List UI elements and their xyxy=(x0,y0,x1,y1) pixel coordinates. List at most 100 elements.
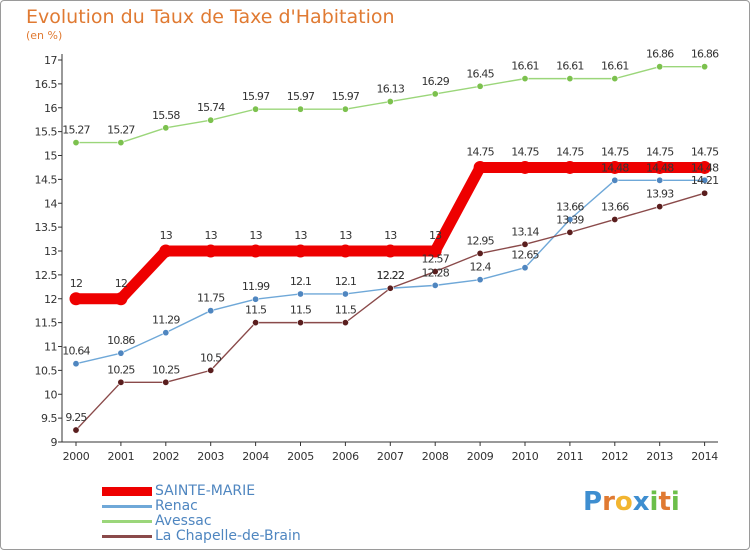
data-point xyxy=(656,63,664,71)
y-tick-label: 16 xyxy=(44,102,57,115)
logo-letter: t xyxy=(658,487,671,517)
legend-swatch xyxy=(102,487,152,496)
data-point xyxy=(162,378,170,386)
data-point xyxy=(656,203,664,211)
data-label: 15.27 xyxy=(107,124,135,137)
y-tick-label: 10 xyxy=(44,388,57,401)
data-point xyxy=(162,329,170,337)
data-label: 16.61 xyxy=(511,60,539,73)
y-axis-unit-label: (en %) xyxy=(26,29,63,42)
x-tick-label: 2002 xyxy=(152,450,179,463)
data-point xyxy=(428,244,442,258)
proxiti-logo: Proxiti xyxy=(583,487,680,517)
data-label: 13 xyxy=(429,229,442,242)
data-label: 12.22 xyxy=(377,269,405,282)
data-point xyxy=(386,98,394,106)
data-label: 11.99 xyxy=(242,280,270,293)
data-point xyxy=(611,176,619,184)
data-point xyxy=(252,319,260,327)
y-tick-label: 10.5 xyxy=(35,364,58,377)
data-point xyxy=(521,75,529,83)
data-point xyxy=(207,116,215,124)
data-label: 15.74 xyxy=(197,101,225,114)
data-label: 13 xyxy=(339,229,352,242)
y-tick-label: 12 xyxy=(44,293,57,306)
data-label: 13.14 xyxy=(511,225,539,238)
data-point xyxy=(207,366,215,374)
data-point xyxy=(521,240,529,248)
data-point xyxy=(563,160,577,174)
data-label: 10.25 xyxy=(152,363,180,376)
x-tick-label: 2005 xyxy=(287,450,314,463)
y-tick-label: 15 xyxy=(44,150,57,163)
x-tick-label: 2012 xyxy=(601,450,628,463)
data-label: 14.48 xyxy=(646,161,674,174)
data-label: 14.48 xyxy=(691,161,719,174)
data-point xyxy=(204,244,218,258)
data-label: 16.13 xyxy=(377,83,405,96)
data-label: 13 xyxy=(384,229,397,242)
data-point xyxy=(341,319,349,327)
data-point xyxy=(117,139,125,147)
legend-label: La Chapelle-de-Brain xyxy=(155,528,301,544)
data-point xyxy=(162,124,170,132)
data-label: 16.61 xyxy=(556,60,584,73)
data-label: 10.25 xyxy=(107,363,135,376)
data-point xyxy=(252,105,260,113)
data-point xyxy=(566,75,574,83)
data-point xyxy=(566,228,574,236)
data-label: 13 xyxy=(160,229,173,242)
legend-label: SAINTE-MARIE xyxy=(155,483,256,499)
data-label: 14.75 xyxy=(511,145,539,158)
y-tick-label: 13.5 xyxy=(35,221,58,234)
data-label: 12.65 xyxy=(511,249,539,262)
y-tick-label: 11 xyxy=(44,341,57,354)
data-label: 11.5 xyxy=(335,304,357,317)
data-point xyxy=(431,90,439,98)
x-tick-label: 2014 xyxy=(691,450,718,463)
data-label: 14.75 xyxy=(556,145,584,158)
data-label: 16.45 xyxy=(466,67,494,80)
data-label: 11.75 xyxy=(197,292,225,305)
data-point xyxy=(249,244,263,258)
data-label: 14.21 xyxy=(691,174,719,187)
data-point xyxy=(611,215,619,223)
x-tick-label: 2010 xyxy=(512,450,539,463)
data-point xyxy=(117,349,125,357)
data-point xyxy=(518,160,532,174)
data-label: 13 xyxy=(249,229,262,242)
data-point xyxy=(386,284,394,292)
data-point xyxy=(72,426,80,434)
data-label: 15.58 xyxy=(152,109,180,122)
data-label: 9.25 xyxy=(65,411,87,424)
legend-swatch xyxy=(102,520,152,523)
data-label: 11.5 xyxy=(290,304,312,317)
data-label: 13.66 xyxy=(601,200,629,213)
data-label: 14.48 xyxy=(601,161,629,174)
data-point xyxy=(294,244,307,258)
y-tick-label: 14.5 xyxy=(35,173,58,186)
data-point xyxy=(656,176,664,184)
y-tick-label: 9.5 xyxy=(41,412,57,425)
legend-label: Renac xyxy=(155,498,198,514)
data-point xyxy=(608,160,622,174)
y-tick-label: 11.5 xyxy=(35,317,58,330)
data-point xyxy=(114,292,128,306)
data-point xyxy=(566,215,574,223)
x-tick-label: 2003 xyxy=(197,450,224,463)
legend-item: SAINTE-MARIE xyxy=(102,484,301,499)
logo-letter: o xyxy=(614,487,633,517)
y-tick-label: 13 xyxy=(44,245,57,258)
data-point xyxy=(431,281,439,289)
legend-swatch xyxy=(102,535,152,538)
legend-label: Avessac xyxy=(155,513,212,529)
data-label: 10.86 xyxy=(107,334,135,347)
data-label: 14.75 xyxy=(691,145,719,158)
legend-item: La Chapelle-de-Brain xyxy=(102,529,301,544)
data-label: 12.4 xyxy=(469,261,491,274)
data-label: 14.75 xyxy=(646,145,674,158)
data-point xyxy=(701,63,709,71)
x-tick-label: 2000 xyxy=(63,450,90,463)
x-tick-label: 2008 xyxy=(422,450,449,463)
